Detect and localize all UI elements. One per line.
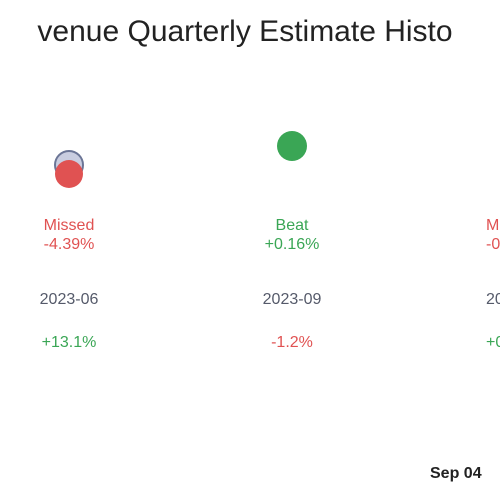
period: 2023-06: [40, 291, 99, 308]
surprise: -0: [486, 236, 500, 253]
actual-dot: [277, 131, 307, 161]
price-change: +0: [486, 334, 500, 351]
surprise: +0.16%: [265, 236, 320, 253]
title: venue Quarterly Estimate Histo: [37, 15, 452, 48]
status: Beat: [276, 217, 309, 234]
price-change: -1.2%: [271, 334, 313, 351]
footer-date: Sep 04: [430, 465, 482, 482]
status: Missed: [44, 217, 95, 234]
period: 2023-09: [263, 291, 322, 308]
surprise: -4.39%: [44, 236, 95, 253]
status: M: [486, 217, 499, 234]
price-change: +13.1%: [42, 334, 97, 351]
period: 20: [486, 291, 500, 308]
actual-dot: [55, 160, 83, 188]
